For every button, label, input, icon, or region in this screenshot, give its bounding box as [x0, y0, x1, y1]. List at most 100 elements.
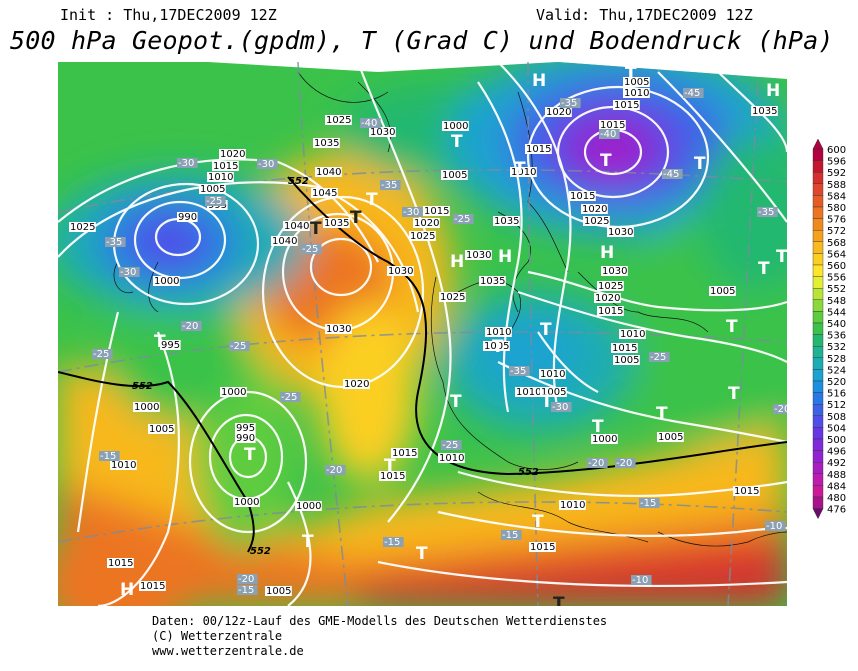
legend-swatch [812, 264, 824, 277]
temperature-label: -35 [561, 98, 577, 109]
legend-value: 488 [827, 470, 846, 481]
isobar-label: 1015 [392, 448, 417, 459]
isobar-label: 1035 [494, 216, 519, 227]
isobar-label: 1045 [312, 188, 337, 199]
legend-swatch [812, 229, 824, 242]
footer: Daten: 00/12z-Lauf des GME-Modells des D… [152, 614, 607, 659]
isobar-label-bg [733, 486, 760, 496]
isobar-label: 1000 [221, 387, 246, 398]
color-legend: 6005965925885845805765725685645605565525… [812, 138, 846, 520]
temperature-label-bg [551, 402, 572, 412]
temperature-label: -45 [684, 88, 700, 99]
temperature-label: -30 [403, 207, 419, 218]
map-title: 500 hPa Geopot.(gpdm), T (Grad C) und Bo… [10, 26, 834, 55]
temperature-label-bg [639, 498, 660, 508]
legend-value: 516 [827, 389, 846, 400]
temperature-label: -20 [588, 458, 604, 469]
isobar-label-bg [110, 460, 137, 470]
legend-swatch [812, 380, 824, 393]
isobar-label-bg [525, 144, 552, 154]
legend-swatch [812, 369, 824, 382]
temperature-label-bg [765, 521, 786, 531]
temperature-label-bg [631, 575, 652, 585]
temperature-label: -15 [100, 451, 116, 462]
temperature-label-bg [402, 207, 423, 217]
legend-value: 536 [827, 331, 846, 342]
isobar-label-bg [529, 542, 556, 552]
geopotential-label: 552 [132, 381, 153, 392]
legend-swatch [812, 276, 824, 289]
isobar-label: 995 [236, 423, 255, 434]
low-pressure-marker: T [600, 151, 612, 171]
isobar-labels: 1025102010151010100599599010009951000100… [69, 77, 778, 597]
isobar-label-bg [271, 236, 298, 246]
footer-website[interactable]: www.wetterzentrale.de [152, 644, 304, 658]
geopotential-label: 552 [250, 546, 271, 557]
legend-swatch [812, 404, 824, 417]
isobar-label-bg [212, 161, 239, 171]
isobar-label-bg [510, 167, 537, 177]
temperature-label: -35 [381, 180, 397, 191]
isobar-label-bg [613, 100, 640, 110]
isobar-label-bg [391, 448, 418, 458]
legend-value: 480 [827, 493, 846, 504]
isobar-label-bg [343, 379, 370, 389]
temperature-label: -15 [238, 585, 254, 596]
isobar-label-bg [235, 423, 256, 433]
isobar-label-bg [438, 453, 465, 463]
isobar-label-bg [369, 127, 396, 137]
temperature-labels: -35-30-30-25-25-20-25-25-25-20-20-15-15-… [92, 88, 787, 596]
low-pressure-marker: T [758, 259, 770, 279]
isobar-label-bg [325, 115, 352, 125]
isobar-label: 1020 [414, 218, 439, 229]
isobar-label-bg [199, 184, 226, 194]
legend-value: 508 [827, 412, 846, 423]
isobar-label-bg [623, 77, 650, 87]
isobar-label: 1015 [213, 161, 238, 172]
temperature-label: -30 [120, 267, 136, 278]
isobar-label: 1010 [111, 460, 136, 471]
legend-swatch [812, 322, 824, 335]
temperature-label: -25 [442, 440, 458, 451]
temperature-label-bg [383, 537, 404, 547]
isobar-label: 1010 [439, 453, 464, 464]
isobar-label: 1030 [602, 266, 627, 277]
legend-value: 520 [827, 377, 846, 388]
isobar-label: 990 [236, 433, 255, 444]
temperature-label: -35 [106, 237, 122, 248]
legend-value: 512 [827, 400, 846, 411]
isobar-label-bg [599, 120, 626, 130]
high-pressure-marker: H [120, 580, 134, 600]
isobar-label: 1015 [734, 486, 759, 497]
isobar-label: 1015 [530, 542, 555, 553]
isobar-label-bg [177, 212, 198, 222]
isobar-label-bg [515, 387, 542, 397]
isobar-label-bg [423, 206, 450, 216]
legend-swatch [812, 427, 824, 440]
temperature-label: -15 [384, 537, 400, 548]
legend-value: 564 [827, 249, 846, 260]
isobar-label-bg [709, 286, 736, 296]
map-canvas: 1025102010151010100599599010009951000100… [58, 62, 787, 606]
isobar-label-bg [611, 343, 638, 353]
temperature-label-bg [119, 267, 140, 277]
temperature-label-bg [509, 366, 530, 376]
geopotential-label: 552 [288, 176, 309, 187]
low-pressure-marker: T [540, 320, 552, 340]
temperature-label: -25 [206, 196, 222, 207]
isobar-label: 1025 [410, 231, 435, 242]
temperature-label: -25 [454, 214, 470, 225]
legend-arrow-bottom [812, 508, 824, 520]
isobar-label: 1030 [370, 127, 395, 138]
legend-swatch [812, 148, 824, 161]
isobar-label-bg [601, 266, 628, 276]
isobar-label: 1025 [70, 222, 95, 233]
isobar-label: 1015 [612, 343, 637, 354]
legend-swatch [812, 299, 824, 312]
isobar-label: 1015 [380, 471, 405, 482]
legend-swatch [812, 253, 824, 266]
temperature-label: -25 [302, 244, 318, 255]
temperature-label: -20 [238, 574, 254, 585]
temperature-label-bg [105, 237, 126, 247]
